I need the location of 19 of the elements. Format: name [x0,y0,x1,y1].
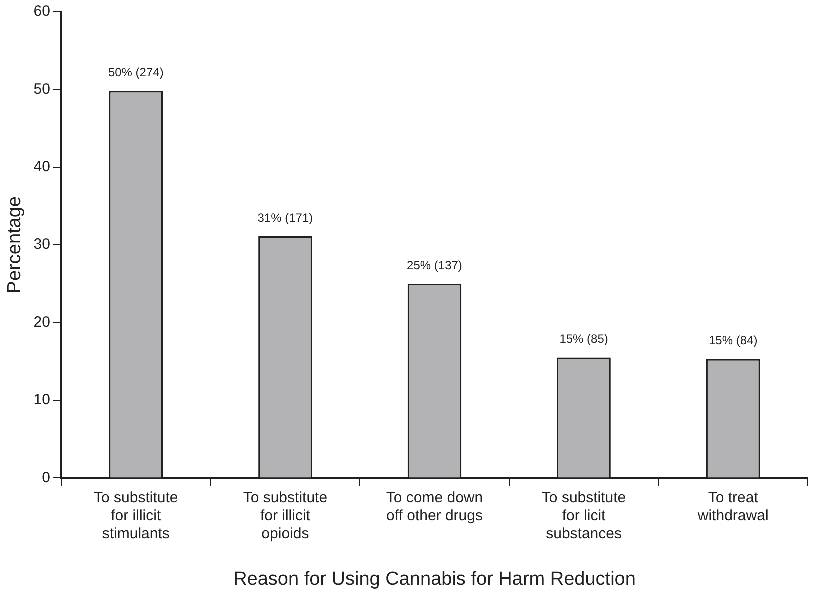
data-label: 25% (137) [407,258,462,272]
y-tick-label: 20 [34,314,50,331]
x-tick-label: To substitute for licit substances [542,489,626,542]
y-tick-label: 50 [34,80,50,98]
data-label: 15% (84) [708,334,758,348]
y-tick-label: 10 [34,392,50,409]
data-label: 15% (85) [560,332,608,346]
data-label: 31% (171) [258,210,314,225]
x-tick-label: To substitute for illicit stimulants [94,489,178,542]
x-tick-label: To come down off other drugs [386,489,484,524]
data-label: 50% (274) [108,66,164,80]
x-axis-title: Reason for Using Cannabis for Harm Reduction [234,568,636,590]
y-axis-title: Percentage [4,196,26,294]
x-tick-label: To substitute for illicit opioids [243,489,328,542]
x-tick-label: To treat withdrawal [696,489,769,524]
y-tick-label: 60 [34,3,50,20]
y-tick-label: 40 [34,158,50,176]
y-tick-label: 0 [42,469,50,486]
y-tick-label: 30 [34,236,50,254]
